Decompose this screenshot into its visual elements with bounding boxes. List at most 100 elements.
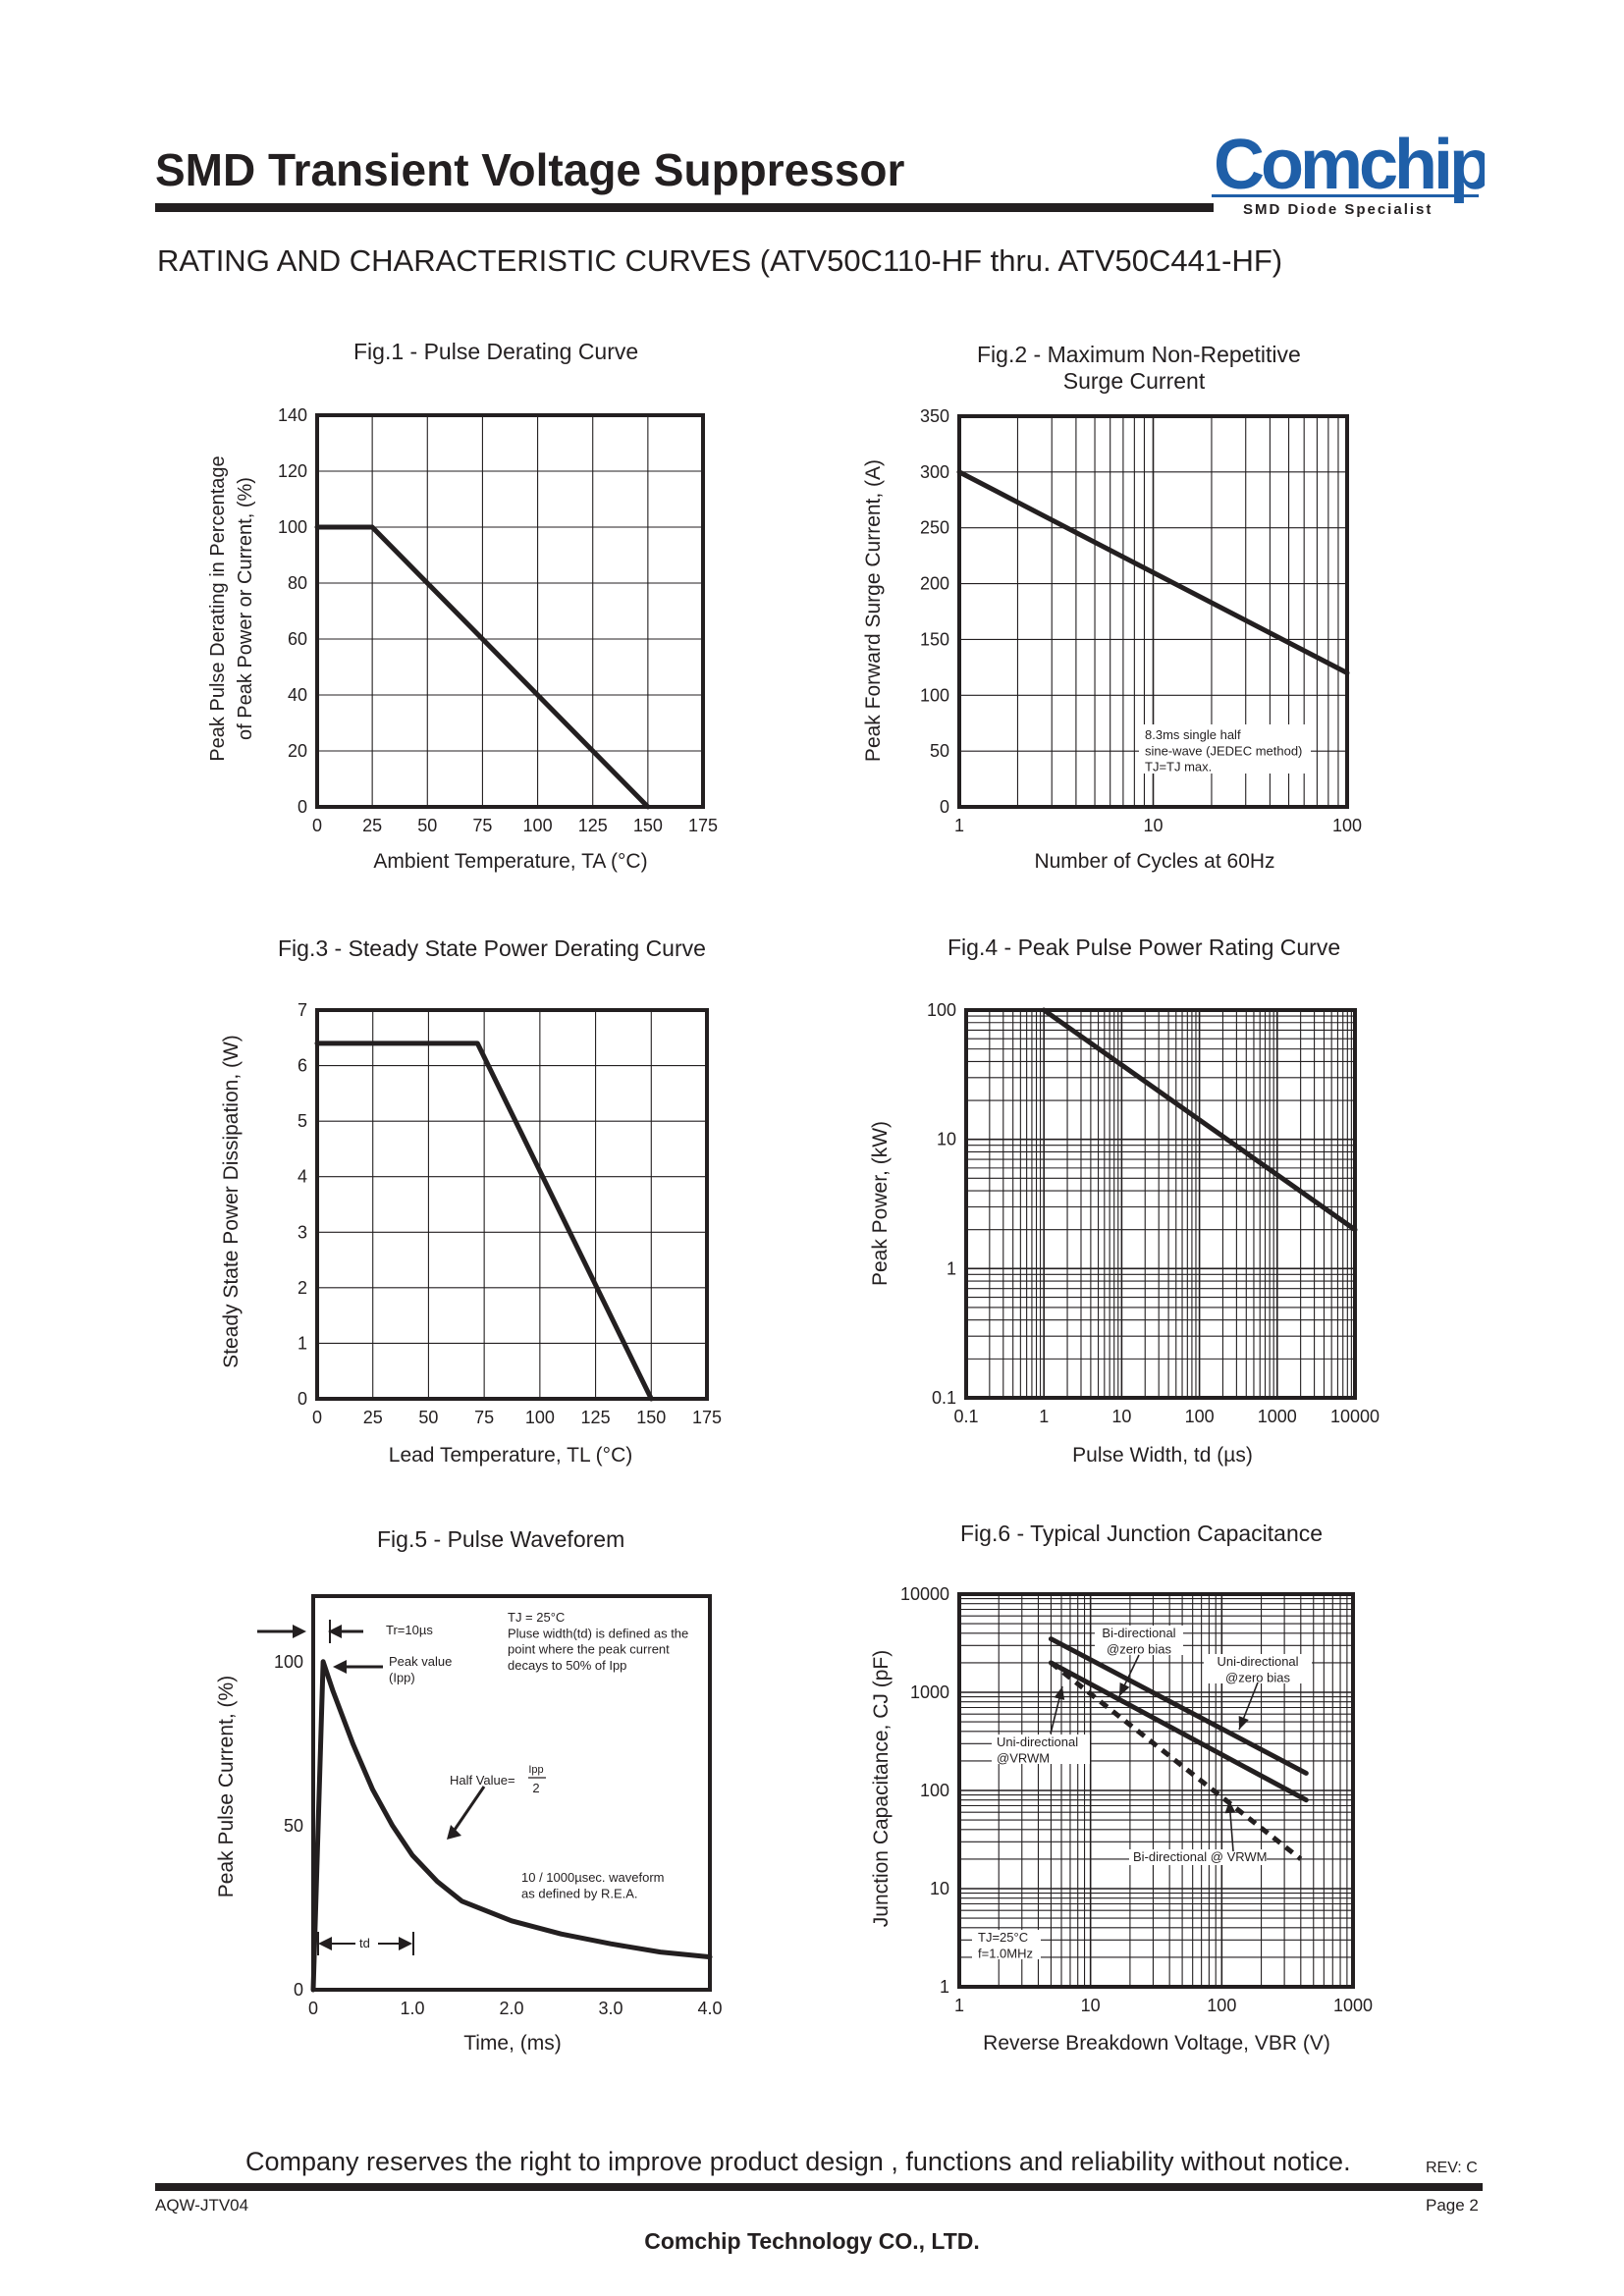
fig6-annotation-bg — [972, 1930, 1041, 1959]
fig1-xtick-label: 25 — [362, 816, 382, 835]
fig6-grid — [959, 1594, 1353, 1987]
fig5-annotation-bg — [503, 1607, 704, 1670]
fig4-grid — [966, 1010, 1355, 1398]
fig6-xtick-label: 1 — [954, 1996, 964, 2015]
fig5-annotation: Ipp — [528, 1764, 543, 1776]
fig6-annotation: @zero bias — [1225, 1670, 1290, 1684]
page-number: Page 2 — [1426, 2196, 1479, 2215]
comchip-logo: Comchip SMD Diode Specialist — [1212, 126, 1485, 218]
fig5-annotation: as defined by R.E.A. — [521, 1886, 638, 1900]
fig3-xtick-label: 50 — [418, 1408, 438, 1427]
fig1-xtick-label: 150 — [633, 816, 663, 835]
fig1-ytick-label: 120 — [278, 461, 307, 481]
fig5-ylabel: Peak Pulse Current, (%) — [215, 1676, 238, 1897]
fig6-annotation: @zero bias — [1107, 1641, 1171, 1656]
fig1-title: Fig.1 - Pulse Derating Curve — [353, 339, 639, 364]
fig5-arrow-head — [293, 1625, 306, 1638]
fig3-xtick-label: 125 — [581, 1408, 611, 1427]
fig6-annotation: Bi-directional — [1102, 1626, 1175, 1640]
fig6-annotation-bg — [992, 1735, 1090, 1764]
fig1-xtick-label: 125 — [578, 816, 608, 835]
fig3-xtick-label: 100 — [525, 1408, 555, 1427]
fig1-xtick-label: 100 — [523, 816, 553, 835]
fig3-ytick-label: 7 — [298, 1000, 307, 1020]
fig6-ytick-label: 10000 — [900, 1584, 949, 1604]
fig3-ytick-label: 2 — [298, 1278, 307, 1298]
fig6-annotation: Bi-directional @ VRWM — [1133, 1849, 1268, 1864]
fig4-series-line — [1041, 1007, 1358, 1233]
fig5-arrow-head — [333, 1660, 347, 1674]
fig4-ylabel: Peak Power, (kW) — [869, 1121, 892, 1286]
fig3-ytick-label: 5 — [298, 1111, 307, 1131]
fig5-arrow — [453, 1786, 486, 1831]
fig2-title-line2: Surge Current — [1062, 368, 1206, 394]
fig5-frame — [311, 1594, 712, 1992]
fig6-annotation: Uni-directional — [1217, 1654, 1298, 1669]
fig6-ytick-label: 1 — [940, 1977, 949, 1997]
fig3-series-line — [314, 1041, 654, 1402]
header-rule — [155, 203, 1214, 212]
revision: REV: C — [1426, 2160, 1478, 2176]
fig3-xtick-label: 25 — [363, 1408, 383, 1427]
fig4-ytick-label: 10 — [937, 1130, 956, 1149]
page-subtitle: RATING AND CHARACTERISTIC CURVES (ATV50C… — [157, 243, 1283, 278]
fig5-annotation: Tr=10µs — [386, 1623, 433, 1637]
fig3-ytick-label: 3 — [298, 1222, 307, 1242]
fig3-xtick-label: 175 — [692, 1408, 722, 1427]
fig2-annotation: sine-wave (JEDEC method) — [1145, 743, 1302, 758]
fig6-xlabel: Reverse Breakdown Voltage, VBR (V) — [983, 2032, 1330, 2055]
fig4-xtick-label: 0.1 — [953, 1407, 978, 1426]
fig4-xtick-label: 100 — [1185, 1407, 1215, 1426]
fig4-xtick-label: 10000 — [1330, 1407, 1380, 1426]
fig4-xlabel: Pulse Width, td (µs) — [1072, 1444, 1253, 1467]
fig2-ytick-label: 0 — [940, 797, 949, 817]
fig5-xtick-label: 4.0 — [697, 1999, 722, 2018]
fig6-series-line — [1048, 1660, 1309, 1803]
fig6-annotation: @VRWM — [997, 1750, 1050, 1765]
fig2-annotation: 8.3ms single half — [1145, 727, 1241, 742]
document-number: AQW-JTV04 — [155, 2196, 249, 2215]
fig2-ytick-label: 100 — [920, 685, 949, 705]
fig2-title: Fig.2 - Maximum Non-Repetitive Surge Cur… — [977, 342, 1301, 395]
fig4-frame — [964, 1008, 1357, 1400]
fig6-xtick-label: 10 — [1081, 1996, 1101, 2015]
fig3-grid — [317, 1010, 707, 1399]
fig2-annotation-bg — [1139, 724, 1311, 774]
footer-notice: Company reserves the right to improve pr… — [245, 2147, 1351, 2176]
company-name: Comchip Technology CO., LTD. — [644, 2228, 980, 2254]
fig5-arrow-head — [399, 1937, 412, 1950]
fig5-ytick-label: 50 — [284, 1816, 303, 1836]
fig4-ytick-label: 100 — [927, 1000, 956, 1020]
fig2-ytick-label: 150 — [920, 629, 949, 649]
fig2-title-line1: Fig.2 - Maximum Non-Repetitive — [977, 342, 1301, 367]
fig5-annotation: Pluse width(td) is defined as the — [508, 1626, 688, 1640]
fig5-annotation: 2 — [532, 1781, 539, 1795]
fig1-ytick-label: 80 — [288, 573, 307, 593]
fig5-arrow-head — [318, 1937, 332, 1950]
fig6-xtick-label: 1000 — [1333, 1996, 1373, 2015]
page-title: SMD Transient Voltage Suppressor — [155, 144, 905, 195]
fig2-xlabel: Number of Cycles at 60Hz — [1034, 850, 1274, 873]
fig5-annotation: decays to 50% of Ipp — [508, 1658, 626, 1673]
fig2-ylabel: Peak Forward Surge Current, (A) — [862, 459, 885, 762]
footer-rule — [155, 2183, 1483, 2191]
fig3-ytick-label: 6 — [298, 1056, 307, 1076]
fig5-xlabel: Time, (ms) — [463, 2032, 562, 2055]
fig1-xlabel: Ambient Temperature, TA (°C) — [373, 850, 647, 873]
fig1-ylabel: Peak Pulse Derating in Percentage — [207, 455, 229, 761]
fig6-frame — [957, 1592, 1355, 1989]
fig4-ytick-label: 0.1 — [932, 1388, 956, 1408]
fig2-series-line — [956, 469, 1350, 675]
fig2-ytick-label: 300 — [920, 462, 949, 482]
fig1-ytick-label: 140 — [278, 405, 307, 425]
fig5-annotation: 10 / 1000µsec. waveform — [521, 1870, 665, 1885]
fig5-annotation: Peak value — [389, 1654, 452, 1669]
fig5-title: Fig.5 - Pulse Waveforem — [377, 1526, 625, 1552]
fig1-frame — [315, 413, 705, 809]
fig2-annotation: TJ=TJ max. — [1145, 760, 1212, 774]
fig6-annotation: Uni-directional — [997, 1735, 1078, 1749]
fig5-ytick-label: 100 — [274, 1652, 303, 1672]
fig6-ytick-label: 1000 — [910, 1682, 949, 1702]
fig5-xtick-label: 0 — [308, 1999, 318, 2018]
